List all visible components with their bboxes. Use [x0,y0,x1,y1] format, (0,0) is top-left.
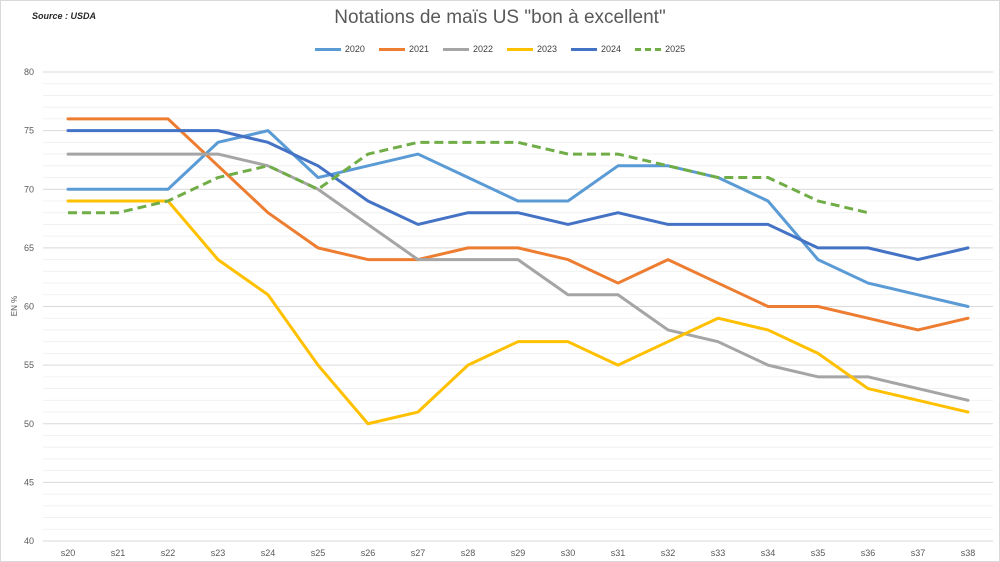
legend: 2020 2021 2022 2023 2024 2025 [0,44,1000,54]
legend-label: 2022 [472,44,493,54]
x-tick-label: s25 [311,548,326,558]
y-tick-label: 55 [24,360,34,370]
legend-item-2024: 2024 [571,44,621,54]
x-tick-label: s26 [361,548,376,558]
y-tick-label: 45 [24,477,34,487]
legend-swatch [635,47,662,51]
legend-swatch [442,47,469,51]
x-tick-label: s38 [961,548,976,558]
legend-swatch [507,47,533,51]
series-lines [66,117,970,426]
legend-item-2020: 2020 [314,44,365,54]
x-tick-label: s34 [761,548,776,558]
x-axis: s20 s21 s22 s23 s24 s25 s26 s27 s28 s29 s30 s31 s32 s… [61,548,976,558]
legend-swatch [314,47,341,51]
series-line-2023 [66,199,970,426]
x-tick-label: s23 [211,548,226,558]
x-tick-label: s22 [161,548,176,558]
y-axis: 40 45 50 55 60 65 70 75 80 [24,67,34,546]
legend-item-2025: 2025 [635,44,685,54]
source-note: Source : USDA [32,11,97,21]
y-tick-label: 50 [24,419,34,429]
x-tick-label: s24 [261,548,276,558]
legend-label: 2021 [408,44,429,54]
legend-item-2022: 2022 [442,44,493,54]
y-axis-label: EN % [10,296,19,316]
x-tick-label: s35 [811,548,826,558]
series-line-2024 [66,129,970,262]
y-tick-label: 70 [24,184,34,194]
legend-swatch [378,47,405,51]
gridlines [43,71,993,542]
series-line-2025 [68,140,869,215]
x-tick-label: s28 [461,548,476,558]
legend-label: 2024 [601,44,622,54]
chart-title: Notations de maïs US "bon à excellent" [334,7,666,28]
x-tick-label: s32 [661,548,676,558]
y-tick-label: 75 [24,126,34,136]
x-tick-label: s21 [111,548,126,558]
x-tick-label: s31 [611,548,626,558]
y-tick-label: 65 [24,243,34,253]
legend-label: 2020 [344,44,365,54]
legend-item-2021: 2021 [378,44,429,54]
legend-swatch [571,47,598,51]
x-tick-label: s37 [911,548,926,558]
y-tick-label: 80 [24,67,34,77]
x-tick-label: s27 [411,548,426,558]
x-tick-label: s29 [511,548,526,558]
x-tick-label: s30 [561,548,576,558]
series-line-2021 [66,117,970,332]
y-tick-label: 40 [24,536,34,546]
legend-label: 2025 [665,44,686,54]
y-tick-label: 60 [24,302,34,312]
x-tick-label: s36 [861,548,876,558]
series-line-2022 [66,152,970,402]
legend-item-2023: 2023 [507,44,557,54]
x-tick-label: s33 [711,548,726,558]
series-line-2020 [66,129,970,308]
legend-label: 2023 [537,44,558,54]
x-tick-label: s20 [61,548,76,558]
